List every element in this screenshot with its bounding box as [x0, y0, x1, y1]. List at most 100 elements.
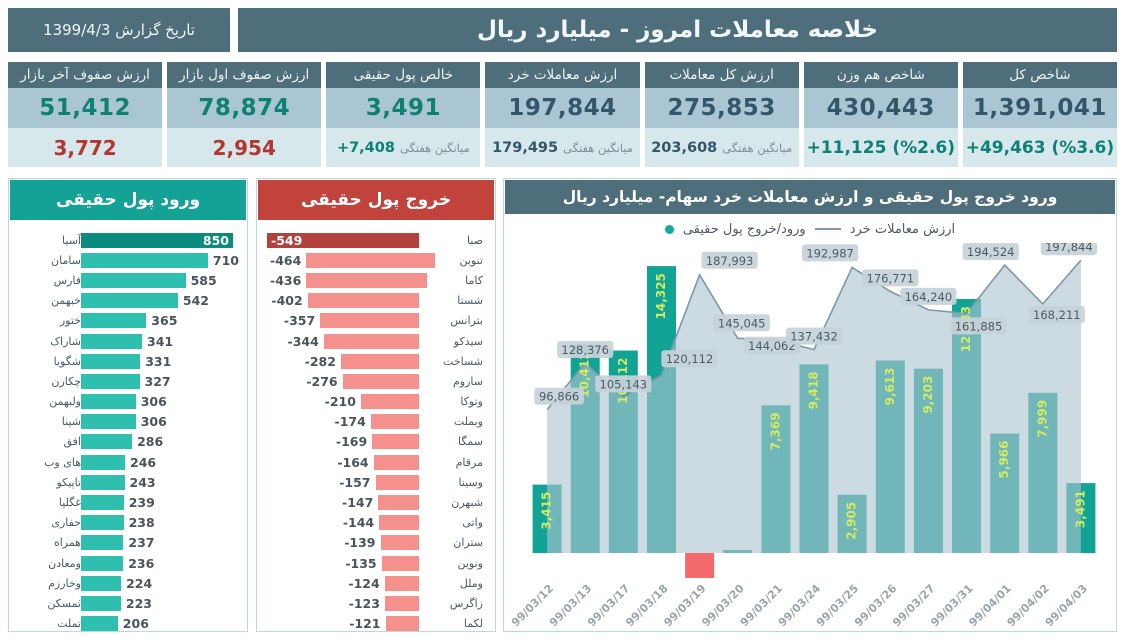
ticker-label: همراه: [53, 536, 81, 550]
ticker-label: آسیا: [62, 233, 81, 247]
value-bar: [379, 515, 419, 531]
inflow-row: سامان 710: [17, 250, 239, 270]
retail-value-label-badge: [1040, 238, 1097, 256]
page-title: خلاصه معاملات امروز - میلیارد ریال: [238, 8, 1117, 52]
ticker-label: افق: [63, 435, 82, 449]
value-bar: [375, 474, 419, 490]
inflow-row: غگلپا 239: [17, 492, 239, 512]
retail-value-label-badge: [713, 314, 770, 332]
ticker-label: مرقام: [455, 455, 483, 469]
flow-bar-value-label: 7,999: [1035, 400, 1049, 438]
kpi-title: ارزش کل معاملات: [644, 62, 799, 88]
legend-item-money-flow: ورود/خروج پول حقیقی: [682, 221, 806, 237]
bar-value: 238: [128, 515, 155, 531]
value-bar: [81, 474, 125, 490]
retail-value-label: 105,143: [600, 377, 648, 391]
bar-value: -464: [270, 252, 302, 268]
bar-value: -144: [342, 515, 375, 531]
retail-value-label: 192,987: [806, 246, 854, 260]
retail-value-label: 194,524: [967, 245, 1015, 259]
retail-value-label-badge: [661, 350, 718, 368]
line-series-marker-icon: [814, 228, 841, 230]
value-bar: [385, 616, 419, 632]
bar-value: -147: [342, 495, 374, 511]
kpi-value: 3,491: [326, 88, 481, 128]
retail-value-label: 187,993: [706, 254, 754, 268]
value-bar: [81, 333, 142, 349]
kpi-title: شاخص هم وزن: [803, 62, 958, 88]
flow-bar-value-label: 5,966: [997, 441, 1011, 479]
value-bar: [370, 414, 419, 430]
value-bar: [81, 575, 122, 591]
value-bar: [342, 373, 419, 389]
bar-value: 224: [126, 575, 153, 591]
ticker-label: غگلپا: [58, 496, 81, 510]
outflow-row: شستا -402: [265, 291, 487, 311]
value-bar: [340, 353, 419, 369]
outflow-bar-list: صبا -549 تنوین -464 کاما -436 شستا -402 بترانس -3…: [257, 221, 495, 638]
outflow-row: واتی -144: [265, 513, 487, 533]
inflow-row: چکارن 327: [17, 371, 239, 391]
ticker-label: واتی: [462, 516, 483, 530]
ticker-label: وبملت: [453, 415, 483, 429]
bar-series-marker-icon: [664, 224, 674, 234]
bar-value: 365: [151, 313, 178, 329]
flow-bar-value-label: 3,415: [540, 492, 554, 530]
ticker-label: وتوکا: [460, 395, 483, 409]
retail-value-label-badge: [900, 287, 957, 305]
kpi-sub-value: +11,125 (%2.6): [803, 128, 958, 167]
weekly-average-value: +7,408: [336, 139, 395, 156]
retail-value-label-badge: [785, 327, 843, 345]
kpi-change-value: +11,125 (%2.6): [806, 137, 956, 158]
outflow-row: ستران -139: [265, 533, 487, 553]
inflow-row: تاپیکو 243: [17, 472, 239, 492]
kpi-row: شاخص کل 1,391,041 +49,463 (%3.6) شاخص هم وز…: [8, 62, 1117, 167]
inflow-row: شاراک 341: [17, 331, 239, 351]
ticker-label: ختور: [59, 314, 81, 328]
weekly-average-value: 179,495: [492, 139, 559, 156]
outflow-row: وملل -124: [265, 573, 487, 593]
value-bar: [373, 454, 419, 470]
outflow-panel: خروج پول حقیقی صبا -549 تنوین -464 کاما -436 ش…: [256, 178, 496, 632]
ticker-label: حفاری: [51, 516, 81, 530]
ticker-label: تملت: [57, 617, 81, 631]
ticker-label: وخارزم: [48, 576, 81, 590]
weekly-average-label: میانگین هفتگی: [399, 140, 470, 155]
weekly-average-value: 203,608: [651, 139, 718, 156]
ticker-label: ونوین: [457, 556, 484, 570]
ticker-label: شساخت: [443, 354, 483, 368]
ticker-label: چکارن: [51, 374, 81, 388]
bar-value: -282: [304, 353, 336, 369]
retail-value-label: 128,376: [561, 343, 609, 357]
bar-value: 223: [125, 595, 152, 611]
flow-bar-value-label: 10,412: [578, 351, 592, 397]
bar-value: 341: [147, 333, 174, 349]
kpi-card-retail-trade-value: ارزش معاملات خرد 197,844 میانگین هفتگی 179,…: [485, 62, 640, 167]
retail-value-label: 145,045: [718, 316, 766, 330]
kpi-value: 430,443: [803, 88, 958, 128]
value-bar: [81, 272, 186, 288]
kpi-title: شاخص کل: [962, 62, 1117, 88]
ticker-label: سمگا: [457, 435, 483, 449]
retail-value-label: 96,866: [539, 390, 579, 404]
outflow-row: سیدکو -344: [265, 331, 487, 351]
retail-value-label-badge: [1028, 306, 1085, 323]
report-date: تاریخ گزارش 1399/4/3: [8, 8, 230, 52]
bar-value: -402: [271, 293, 303, 309]
value-bar: [307, 293, 419, 309]
ticker-label: تنوین: [459, 253, 484, 267]
inflow-row: شپنا 306: [17, 412, 239, 432]
ticker-label: وسینا: [458, 475, 483, 489]
kpi-change-value: 3,772: [53, 135, 117, 160]
inflow-row: فارس 585: [17, 270, 239, 290]
inflow-row: افق 286: [17, 432, 239, 452]
kpi-card-last-queue-value: ارزش صفوف آخر بازار 51,412 3,772: [8, 62, 163, 167]
retail-value-label-badge: [557, 341, 614, 358]
retail-value-label-badge: [862, 269, 919, 287]
flow-bar-value-label: 9,418: [807, 371, 821, 409]
flow-bar-value-label: 9,613: [883, 368, 897, 406]
kpi-sub-value: +49,463 (%3.6): [962, 128, 1117, 167]
value-bar: [81, 555, 124, 571]
bar-value: -123: [348, 595, 380, 611]
inflow-row: شگویا 331: [17, 351, 239, 371]
